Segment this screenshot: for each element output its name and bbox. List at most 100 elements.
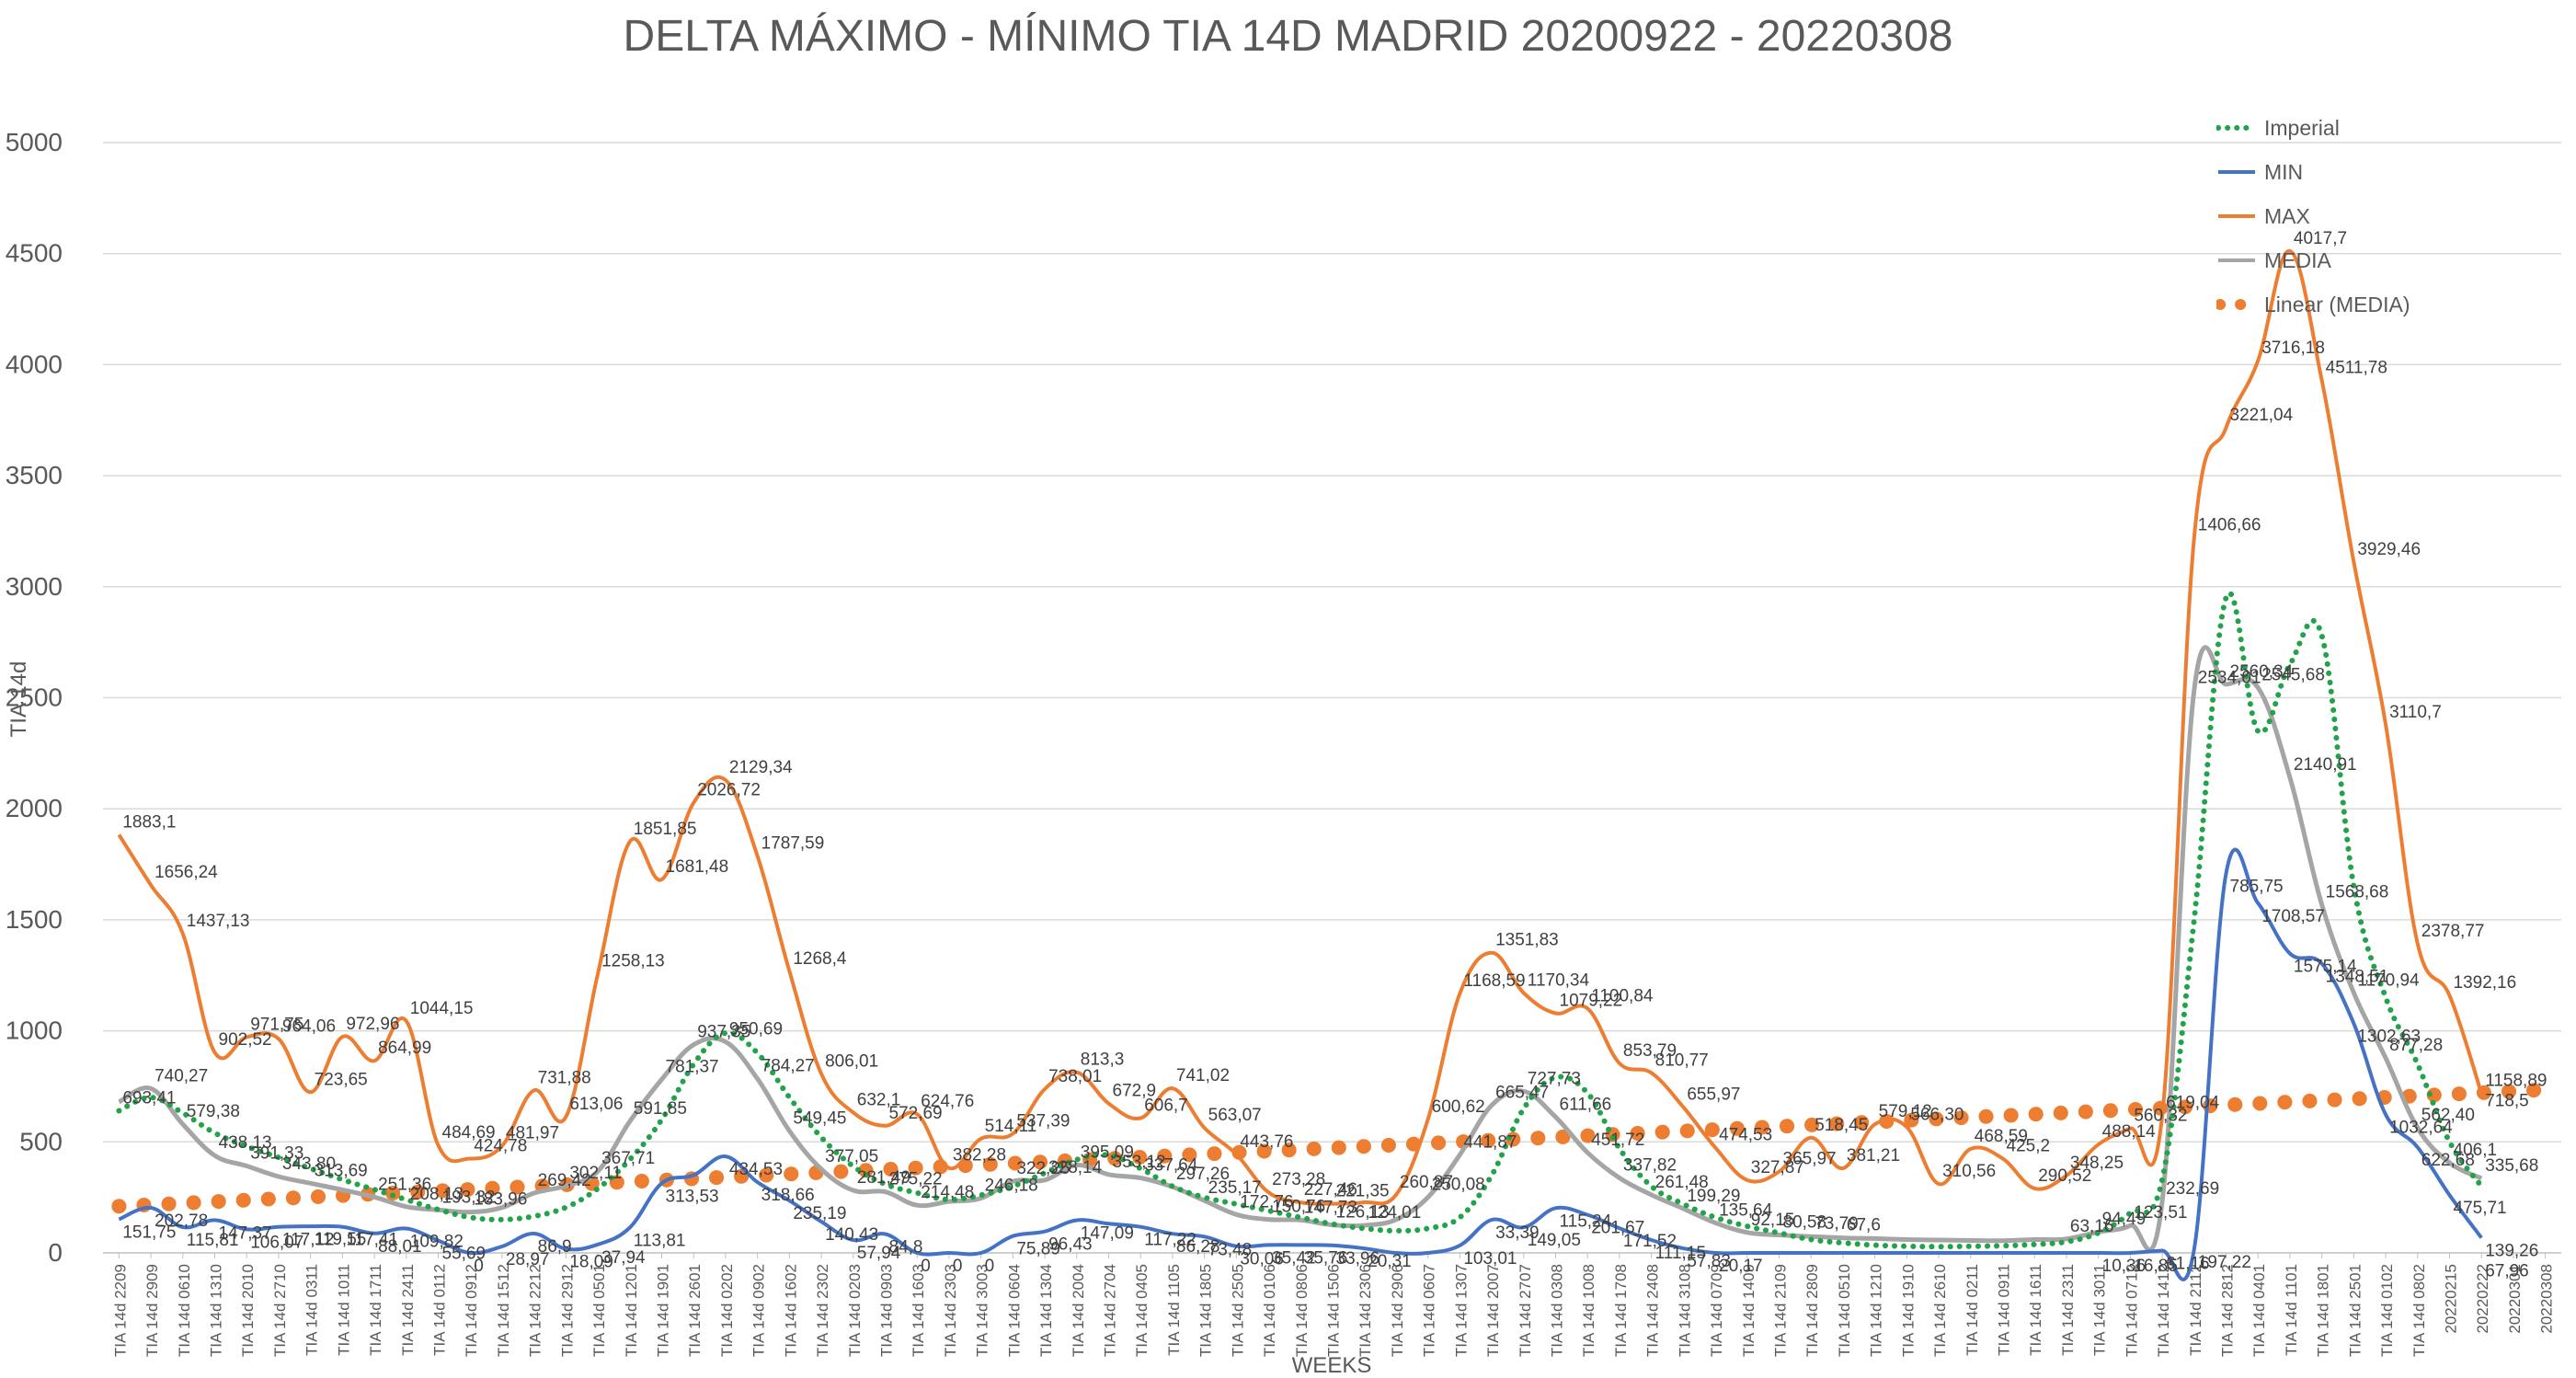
- data-label: 103,01: [1463, 1249, 1517, 1269]
- data-label: 328,14: [1048, 1158, 1103, 1177]
- data-label: 1656,24: [155, 863, 218, 882]
- data-label: 318,66: [761, 1186, 815, 1205]
- data-label: 313,69: [315, 1161, 368, 1180]
- x-tick-label: TIA 14d 0405: [1133, 1264, 1151, 1357]
- data-label: 0: [921, 1257, 931, 1276]
- data-label: 109,82: [410, 1232, 464, 1251]
- legend-item-media: MEDIA: [2216, 238, 2410, 282]
- data-label: 864,99: [378, 1039, 431, 1058]
- data-label: 261,48: [1655, 1173, 1709, 1192]
- data-label: 147,73: [1304, 1198, 1357, 1217]
- data-label: 33,96: [1336, 1249, 1380, 1269]
- data-label: 86,28: [1176, 1237, 1220, 1257]
- series-lines: [111, 248, 2553, 1281]
- data-label: 30,06: [1240, 1250, 1284, 1269]
- data-label: 86,9: [538, 1237, 572, 1257]
- data-label: 353,12: [1113, 1153, 1166, 1172]
- data-label: 1044,15: [410, 999, 474, 1018]
- data-label: 57,94: [857, 1244, 901, 1263]
- data-label: 327,87: [1751, 1158, 1804, 1177]
- y-tick-label: 1000: [6, 1016, 63, 1045]
- data-label: 600,62: [1432, 1097, 1485, 1117]
- data-label: 718,5: [2485, 1092, 2529, 1111]
- data-label: 468,59: [1975, 1127, 2028, 1146]
- data-label: 18,09: [569, 1253, 613, 1272]
- data-label: 902,52: [219, 1030, 272, 1050]
- data-label: 57,83: [1687, 1252, 1731, 1271]
- data-label: 785,75: [2230, 878, 2284, 897]
- data-label: 124,01: [1368, 1203, 1421, 1223]
- data-label: 0: [953, 1257, 963, 1276]
- x-tick-label: TIA 14d 1201: [623, 1264, 640, 1357]
- data-label: 208,13: [410, 1185, 464, 1204]
- data-label: 1302,63: [2357, 1028, 2421, 1047]
- data-label: 117,22: [1144, 1231, 1196, 1250]
- data-label: 632,1: [857, 1090, 901, 1109]
- data-label: 115,81: [187, 1231, 239, 1250]
- x-tick-label: TIA 14d 1506: [1325, 1264, 1343, 1357]
- data-label: 92,15: [1751, 1211, 1795, 1230]
- data-label: 2140,91: [2294, 755, 2357, 775]
- x-tick-label: TIA 14d 1603: [910, 1264, 927, 1357]
- data-label: 474,53: [1719, 1125, 1772, 1144]
- data-label: 784,27: [761, 1057, 815, 1076]
- x-tick-label: TIA 14d 1910: [1899, 1264, 1917, 1357]
- data-label: 140,43: [825, 1225, 878, 1245]
- x-tick-label: TIA 14d 2302: [814, 1264, 831, 1357]
- series-imperial: [116, 590, 2485, 1250]
- x-tick-label: TIA 14d 2812: [2219, 1264, 2237, 1357]
- x-tick-label: TIA 14d 1801: [2315, 1264, 2332, 1357]
- x-tick-label: TIA 14d 0903: [878, 1264, 896, 1357]
- x-tick-label: 20220301: [2506, 1264, 2524, 1334]
- x-tick-label: TIA 14d 0106: [1261, 1264, 1278, 1357]
- data-label: 20,17: [1719, 1257, 1763, 1276]
- x-tick-label: TIA 14d 2311: [2059, 1264, 2077, 1356]
- x-tick-label: TIA 14d 1512: [495, 1264, 512, 1357]
- data-label: 3716,18: [2261, 339, 2325, 358]
- data-label: 591,85: [634, 1099, 687, 1119]
- x-tick-label: TIA 14d 2112: [2187, 1264, 2204, 1356]
- data-label: 251,36: [378, 1175, 431, 1194]
- data-label: 572,69: [889, 1104, 943, 1123]
- data-label: 622,68: [2421, 1151, 2475, 1170]
- data-label: 20,31: [1368, 1252, 1412, 1271]
- data-label: 246,18: [985, 1177, 1038, 1196]
- data-label: 1406,66: [2198, 515, 2261, 534]
- data-label: 115,24: [1560, 1211, 1612, 1231]
- data-label: 3221,04: [2230, 406, 2294, 425]
- data-label: 484,69: [442, 1123, 496, 1143]
- x-tick-label: TIA 14d 1409: [1740, 1264, 1757, 1357]
- x-tick-label: TIA 14d 0211: [1963, 1264, 1981, 1356]
- x-tick-label: TIA 14d 2306: [1357, 1264, 1374, 1357]
- data-label: 937,35: [697, 1023, 750, 1042]
- data-label: 310,56: [1942, 1162, 1996, 1181]
- x-tick-label: TIA 14d 1901: [655, 1264, 672, 1357]
- data-label: 877,28: [2389, 1036, 2443, 1055]
- legend-swatch-max: [2218, 214, 2255, 218]
- y-tick-label: 4500: [6, 239, 63, 268]
- x-tick-label: TIA 14d 1101: [2283, 1264, 2300, 1356]
- x-tick-label: TIA 14d 1008: [1580, 1264, 1597, 1357]
- data-label: 183,96: [474, 1190, 527, 1210]
- x-tick-label: TIA 14d 0610: [176, 1264, 193, 1357]
- data-label: 119,55: [315, 1230, 367, 1249]
- data-label: 73,79: [1815, 1214, 1859, 1234]
- x-tick-label: TIA 14d 1011: [335, 1264, 352, 1356]
- x-tick-label: TIA 14d 2601: [686, 1264, 704, 1357]
- x-axis-label: WEEKS: [1292, 1353, 1372, 1378]
- x-tick-label: TIA 14d 1307: [1452, 1264, 1470, 1357]
- y-axis-label: TIA 14d: [6, 661, 31, 738]
- data-label: 117,41: [346, 1231, 398, 1250]
- data-label: 731,88: [538, 1068, 591, 1087]
- data-label: 61,16: [2166, 1254, 2210, 1273]
- legend-item-linear-media: Linear (MEDIA): [2216, 282, 2410, 327]
- data-label: 740,27: [155, 1066, 208, 1085]
- data-label: 1170,34: [1528, 970, 1590, 990]
- data-label: 1708,57: [2261, 907, 2325, 926]
- legend-label-media: MEDIA: [2264, 247, 2331, 272]
- data-label: 741,02: [1176, 1066, 1230, 1085]
- x-tick-label: TIA 14d 2704: [1102, 1264, 1119, 1357]
- data-label: 810,77: [1655, 1051, 1709, 1070]
- x-axis-ticks: TIA 14d 2209 TIA 14d 2909 TIA 14d 0610 TIA …: [111, 1253, 2556, 1357]
